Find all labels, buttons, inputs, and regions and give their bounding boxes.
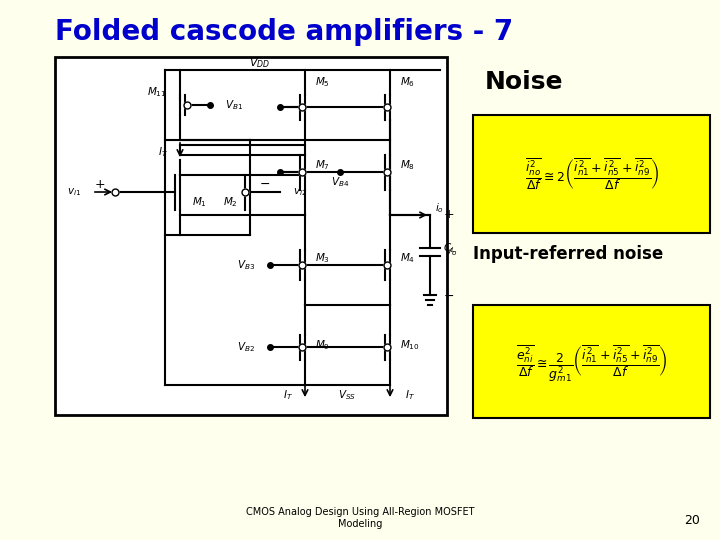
- Text: $v_{i2}$: $v_{i2}$: [293, 186, 307, 198]
- Text: $M_6$: $M_6$: [400, 75, 415, 89]
- Bar: [55, 57, 447, 415]
- FancyBboxPatch shape: [473, 115, 710, 233]
- Text: Noise: Noise: [485, 70, 564, 94]
- Text: $M_8$: $M_8$: [400, 158, 415, 172]
- Text: CMOS Analog Design Using All-Region MOSFET
Modeling: CMOS Analog Design Using All-Region MOSF…: [246, 507, 474, 529]
- Text: $V_{B2}$: $V_{B2}$: [237, 340, 255, 354]
- Text: $+$: $+$: [443, 208, 454, 221]
- Text: Folded cascode amplifiers - 7: Folded cascode amplifiers - 7: [55, 18, 513, 46]
- Text: $v_{i1}$: $v_{i1}$: [67, 186, 81, 198]
- Text: $I_T$: $I_T$: [158, 145, 168, 159]
- Text: $I_T$: $I_T$: [283, 388, 293, 402]
- Text: $v_o$: $v_o$: [445, 246, 457, 258]
- Text: $M_1$: $M_1$: [192, 195, 207, 209]
- Text: $M_4$: $M_4$: [400, 251, 415, 265]
- Text: Input-referred noise: Input-referred noise: [473, 245, 663, 263]
- Text: $V_{SS}$: $V_{SS}$: [338, 388, 356, 402]
- Text: $V_{B3}$: $V_{B3}$: [237, 258, 255, 272]
- Text: $M_{10}$: $M_{10}$: [400, 338, 420, 352]
- Text: $V_{B1}$: $V_{B1}$: [225, 98, 243, 112]
- Text: 20: 20: [684, 514, 700, 526]
- Text: $M_7$: $M_7$: [315, 158, 330, 172]
- Text: $M_3$: $M_3$: [315, 251, 330, 265]
- Text: $\dfrac{\overline{i^2_{no}}}{\Delta f} \cong 2\left(\dfrac{\overline{i^2_{n1}}+\: $\dfrac{\overline{i^2_{no}}}{\Delta f} \…: [525, 156, 660, 192]
- Text: $V_{B4}$: $V_{B4}$: [331, 175, 349, 189]
- Text: $I_T$: $I_T$: [405, 388, 415, 402]
- Text: $M_5$: $M_5$: [315, 75, 330, 89]
- Text: +: +: [95, 179, 105, 192]
- Text: $M_{11}$: $M_{11}$: [148, 85, 167, 99]
- Text: $M_2$: $M_2$: [223, 195, 238, 209]
- Text: $M_9$: $M_9$: [315, 338, 330, 352]
- Text: $i_o$: $i_o$: [435, 201, 444, 215]
- FancyBboxPatch shape: [473, 305, 710, 418]
- Text: $-$: $-$: [259, 177, 271, 190]
- Text: $V_{DD}$: $V_{DD}$: [249, 56, 271, 70]
- Text: $\dfrac{\overline{e^2_{ni}}}{\Delta f} \cong \dfrac{2}{g^2_{m1}}\left(\dfrac{\ov: $\dfrac{\overline{e^2_{ni}}}{\Delta f} \…: [516, 344, 668, 384]
- Text: $C_L$: $C_L$: [443, 241, 456, 255]
- Text: $-$: $-$: [443, 288, 454, 301]
